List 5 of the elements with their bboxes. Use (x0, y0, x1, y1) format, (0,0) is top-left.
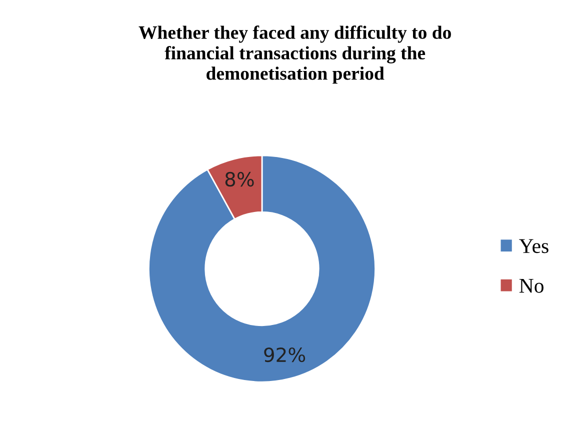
legend-label: Yes (519, 239, 548, 254)
chart-title: Whether they faced any difficulty to do financial transactions during the demonetisation period (138, 26, 451, 84)
legend-label: No (519, 278, 544, 293)
data-label: 92% (264, 347, 306, 362)
data-label: 8% (225, 172, 254, 187)
